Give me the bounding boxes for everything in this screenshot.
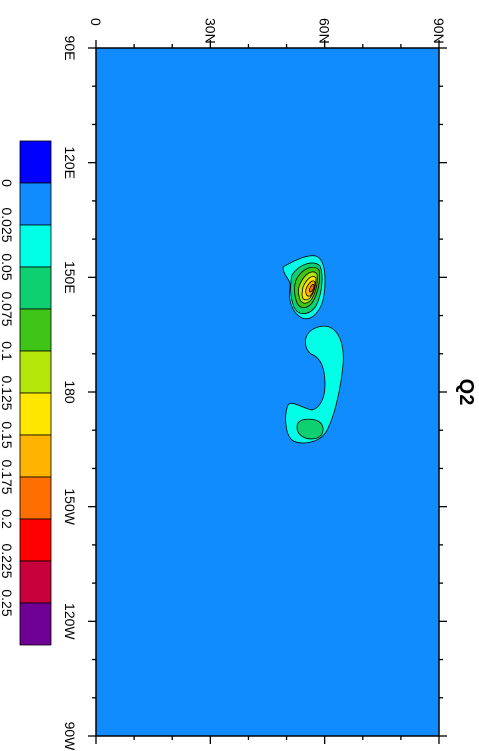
lat-tick-label: 60N xyxy=(317,18,333,44)
colorbar-label: 0 xyxy=(0,179,15,187)
map-field-background xyxy=(95,47,440,737)
colorbar-segment xyxy=(19,476,52,520)
colorbar-segment xyxy=(19,350,52,394)
colorbar xyxy=(19,140,52,646)
axis-ticks xyxy=(88,40,447,744)
lon-tick-label: 90E xyxy=(62,36,78,61)
colorbar-label: 0.125 xyxy=(0,375,15,410)
colorbar-label: 0.225 xyxy=(0,543,15,578)
colorbar-segment xyxy=(19,140,52,184)
colorbar-label: 0.075 xyxy=(0,291,15,326)
colorbar-label: 0.25 xyxy=(0,589,15,616)
colorbar-label: 0.1 xyxy=(0,341,15,361)
lon-tick-label: 180 xyxy=(62,380,78,404)
colorbar-segment xyxy=(19,308,52,352)
colorbar-labels: 0 0.025 0.05 0.075 0.1 0.125 0.15 0.175 0.2 0.225… xyxy=(0,179,15,617)
colorbar-segment xyxy=(19,560,52,604)
contour-blob-7 xyxy=(308,283,315,293)
colorbar-segment xyxy=(19,518,52,562)
colorbar-segment xyxy=(19,182,52,226)
lon-tick-label: 90W xyxy=(62,722,78,751)
colorbar-segment xyxy=(19,224,52,268)
lat-tick-label: 0 xyxy=(88,18,104,26)
colorbar-label: 0.175 xyxy=(0,459,15,494)
colorbar-label: 0.2 xyxy=(0,509,15,529)
colorbar-label: 0.05 xyxy=(0,253,15,280)
colorbar-label: 0.15 xyxy=(0,421,15,448)
lon-tick-label: 150W xyxy=(62,488,78,525)
contour-crescent xyxy=(285,325,344,444)
map-title: Q2 xyxy=(455,379,477,406)
colorbar-label: 0.025 xyxy=(0,207,15,242)
axis-tick-labels: 90E 120E 150E 180 150W 120W 90W 0 30N 60N 90N xyxy=(62,18,447,751)
lon-tick-label: 120E xyxy=(62,146,78,179)
colorbar-segment xyxy=(19,392,52,436)
colorbar-segment xyxy=(19,602,52,646)
colorbar-segment xyxy=(19,266,52,310)
contour-crescent-inner xyxy=(296,418,324,440)
lon-tick-label: 120W xyxy=(62,603,78,640)
lat-tick-label: 30N xyxy=(202,18,218,44)
lat-tick-label: 90N xyxy=(431,18,447,44)
colorbar-segment xyxy=(19,434,52,478)
map-panel xyxy=(95,47,440,737)
lon-tick-label: 150E xyxy=(62,261,78,294)
